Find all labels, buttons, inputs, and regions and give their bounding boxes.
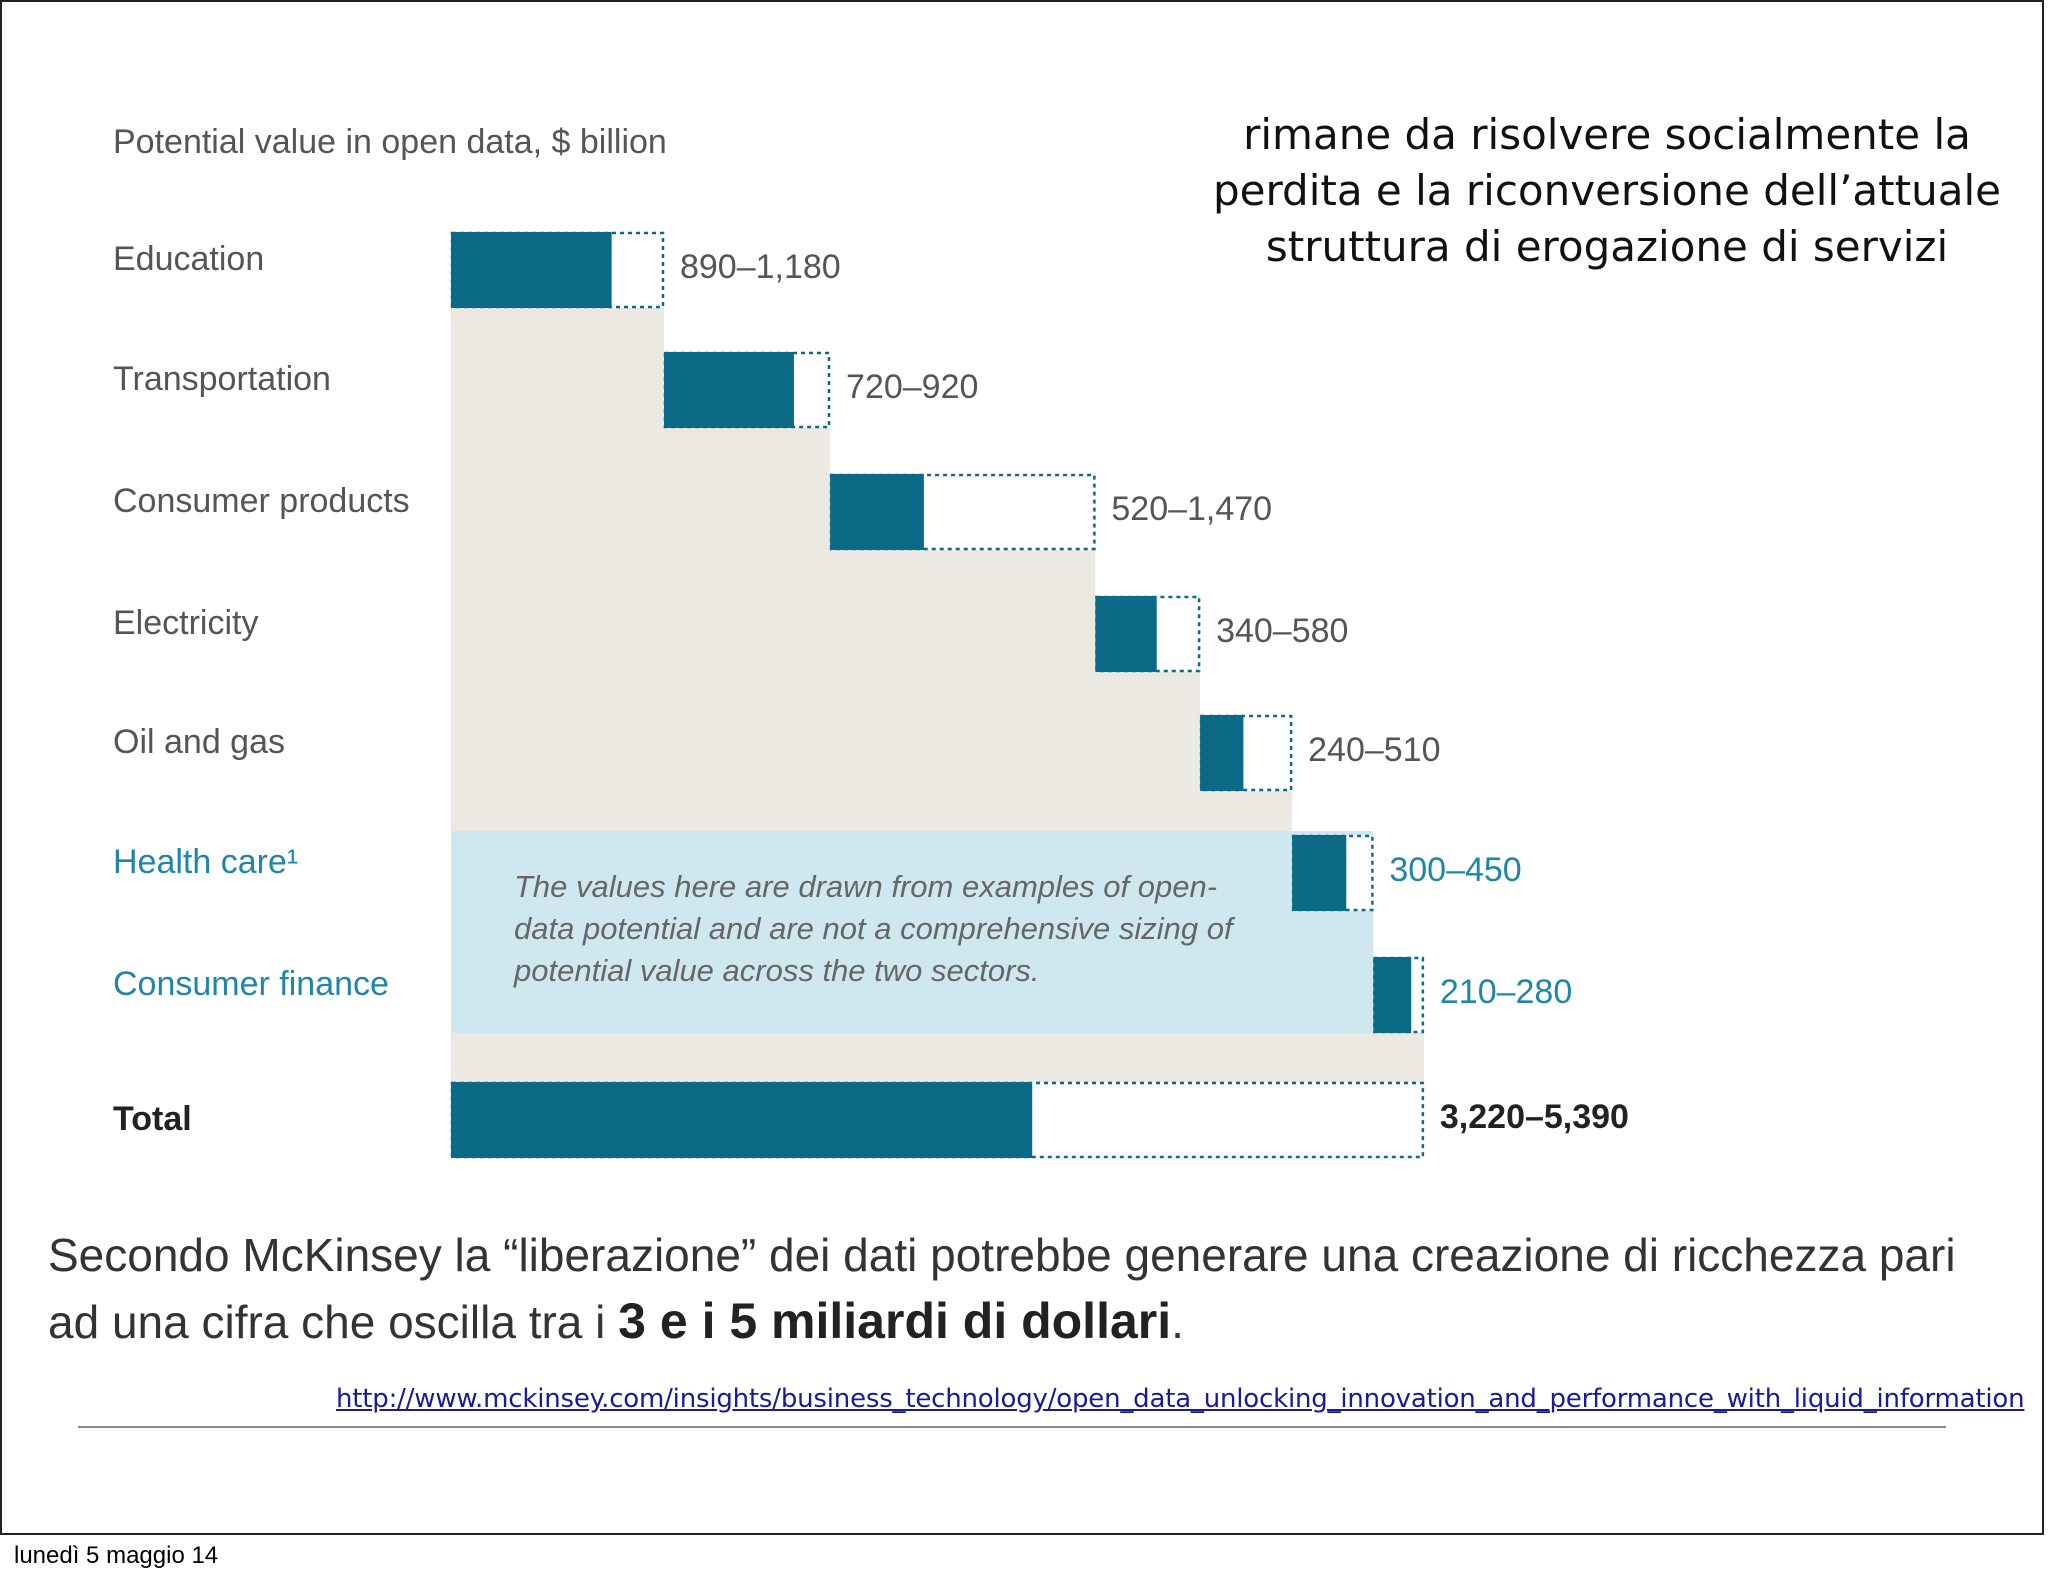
range-label: 520–1,470 bbox=[1111, 490, 1273, 528]
summary-text-main: Secondo McKinsey la “liberazione” dei da… bbox=[48, 1229, 1956, 1348]
bar-low-value bbox=[1292, 835, 1347, 911]
summary-text-end: . bbox=[1171, 1296, 1184, 1348]
range-label: 3,220–5,390 bbox=[1439, 1098, 1629, 1136]
slide: Potential value in open data, $ billion … bbox=[0, 0, 2044, 1535]
bar-low-value bbox=[451, 232, 612, 308]
bar-low-value bbox=[830, 474, 924, 550]
category-label: Consumer products bbox=[113, 482, 410, 520]
highlight-band bbox=[451, 831, 1424, 1033]
slide-note: rimane da risolvere socialmente la perdi… bbox=[1213, 110, 2001, 271]
category-label: Consumer finance bbox=[113, 965, 389, 1003]
bar-low-value bbox=[1373, 957, 1412, 1033]
category-label: Health care¹ bbox=[113, 843, 299, 881]
divider bbox=[78, 1426, 1946, 1428]
category-label: Total bbox=[113, 1100, 192, 1138]
footer-date: lunedì 5 maggio 14 bbox=[14, 1542, 219, 1569]
range-label: 210–280 bbox=[1439, 973, 1573, 1011]
range-label: 300–450 bbox=[1389, 851, 1522, 889]
source-link[interactable]: http://www.mckinsey.com/insights/busines… bbox=[336, 1384, 2025, 1414]
bar-range-outline bbox=[829, 473, 1096, 551]
range-label: 340–580 bbox=[1216, 612, 1349, 650]
bar-low-value bbox=[663, 352, 794, 428]
bar-low-value bbox=[451, 1082, 1033, 1158]
range-label: 890–1,180 bbox=[679, 248, 841, 286]
range-label: 240–510 bbox=[1308, 731, 1441, 769]
waterfall-chart bbox=[450, 231, 1425, 1159]
category-label: Education bbox=[113, 240, 265, 278]
category-label: Oil and gas bbox=[113, 723, 285, 761]
category-label: Electricity bbox=[113, 604, 259, 642]
chart-title: Potential value in open data, $ billion bbox=[113, 123, 667, 161]
bar-low-value bbox=[1200, 715, 1244, 791]
category-label: Transportation bbox=[113, 360, 331, 398]
summary-text-bold: 3 e i 5 miliardi di dollari bbox=[618, 1293, 1172, 1349]
summary-text: Secondo McKinsey la “liberazione” dei da… bbox=[48, 1222, 2018, 1355]
bar-low-value bbox=[1095, 596, 1157, 672]
sector-annotation: The values here are drawn from examples … bbox=[514, 869, 1233, 988]
range-label: 720–920 bbox=[846, 368, 979, 406]
